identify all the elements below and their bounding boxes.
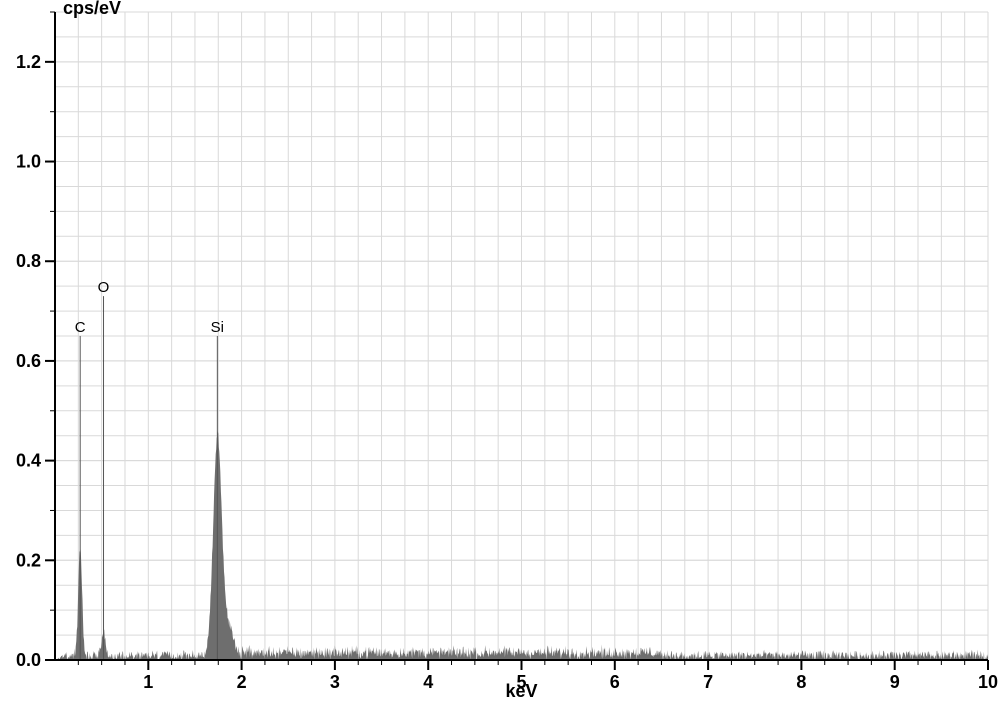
x-tick-label: 3 bbox=[330, 672, 340, 692]
x-tick-label: 2 bbox=[237, 672, 247, 692]
eds-spectrum-chart: COSi123456789100.00.20.40.60.81.01.2cps/… bbox=[0, 0, 1000, 703]
x-tick-label: 8 bbox=[796, 672, 806, 692]
x-tick-label: 9 bbox=[890, 672, 900, 692]
peak-label: C bbox=[75, 319, 86, 336]
y-tick-label: 1.2 bbox=[16, 52, 41, 72]
y-axis-label: cps/eV bbox=[63, 0, 121, 18]
x-tick-label: 10 bbox=[978, 672, 998, 692]
y-tick-label: 0.0 bbox=[16, 650, 41, 670]
x-tick-label: 7 bbox=[703, 672, 713, 692]
x-tick-label: 1 bbox=[143, 672, 153, 692]
y-tick-label: 1.0 bbox=[16, 152, 41, 172]
y-tick-label: 0.2 bbox=[16, 550, 41, 570]
y-tick-label: 0.8 bbox=[16, 251, 41, 271]
y-tick-label: 0.6 bbox=[16, 351, 41, 371]
x-tick-label: 6 bbox=[610, 672, 620, 692]
peak-label: Si bbox=[211, 319, 224, 336]
y-tick-label: 0.4 bbox=[16, 451, 41, 471]
peak-label: O bbox=[98, 279, 110, 296]
chart-svg: COSi123456789100.00.20.40.60.81.01.2cps/… bbox=[0, 0, 1000, 703]
x-axis-label: keV bbox=[505, 681, 537, 701]
x-tick-label: 4 bbox=[423, 672, 433, 692]
